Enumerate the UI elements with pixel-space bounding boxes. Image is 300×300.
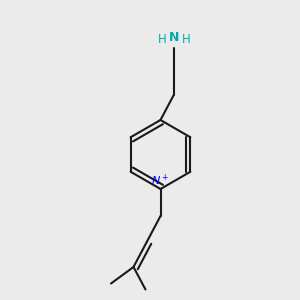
Text: $N^+$: $N^+$ bbox=[152, 172, 169, 188]
Text: N: N bbox=[169, 31, 179, 44]
Text: H: H bbox=[158, 33, 166, 46]
Text: H: H bbox=[182, 33, 190, 46]
